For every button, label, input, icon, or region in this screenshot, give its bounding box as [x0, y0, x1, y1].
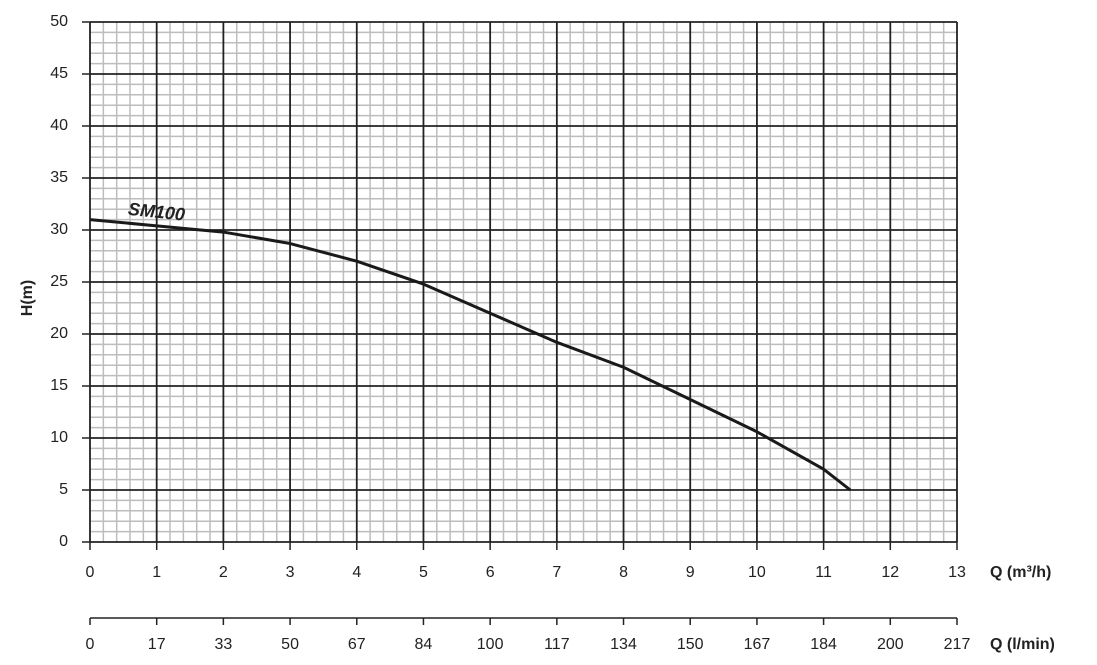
x2-tick-label: 150 — [677, 636, 704, 653]
y-tick-label: 40 — [50, 117, 68, 134]
x-tick-label: 5 — [419, 564, 428, 581]
x-tick-label: 1 — [152, 564, 161, 581]
y-tick-label: 15 — [50, 377, 68, 394]
y-tick-label: 20 — [50, 325, 68, 342]
x2-tick-label: 117 — [544, 636, 570, 653]
y-tick-label: 50 — [50, 13, 68, 30]
x-tick-label: 13 — [948, 564, 966, 581]
x-tick-label: 3 — [286, 564, 295, 581]
x-tick-label: 12 — [881, 564, 899, 581]
x-tick-label: 7 — [552, 564, 561, 581]
y-tick-label: 5 — [59, 481, 68, 498]
x2-tick-label: 84 — [415, 636, 433, 653]
x-tick-label: 2 — [219, 564, 228, 581]
y-tick-label: 35 — [50, 169, 68, 186]
y-tick-label: 30 — [50, 221, 68, 238]
x-tick-label: 8 — [619, 564, 628, 581]
x2-tick-label: 67 — [348, 636, 366, 653]
x-axis-label: Q (m³/h) — [990, 564, 1051, 581]
x-tick-label: 4 — [352, 564, 361, 581]
y-tick-label: 25 — [50, 273, 68, 290]
x2-tick-label: 184 — [810, 636, 837, 653]
x-tick-label: 9 — [686, 564, 695, 581]
x2-tick-label: 100 — [477, 636, 504, 653]
x-tick-label: 0 — [86, 564, 95, 581]
x2-tick-label: 134 — [610, 636, 637, 653]
curve — [89, 218, 852, 492]
series-label: SM100 — [127, 199, 186, 225]
y-tick-label: 0 — [59, 533, 68, 550]
y-tick-label: 10 — [50, 429, 68, 446]
x-tick-label: 10 — [748, 564, 766, 581]
x-tick-label: 11 — [815, 564, 832, 581]
y-axis-label: H(m) — [19, 280, 36, 316]
y-tick-label: 45 — [50, 65, 68, 82]
x2-tick-label: 50 — [281, 636, 299, 653]
x2-tick-label: 17 — [148, 636, 166, 653]
x2-tick-label: 167 — [744, 636, 771, 653]
x2-tick-label: 0 — [86, 636, 95, 653]
x2-axis-label: Q (l/min) — [990, 636, 1055, 653]
x2-tick-label: 200 — [877, 636, 904, 653]
x2-tick-label: 217 — [944, 636, 971, 653]
x-tick-label: 6 — [486, 564, 495, 581]
x2-tick-label: 33 — [214, 636, 232, 653]
